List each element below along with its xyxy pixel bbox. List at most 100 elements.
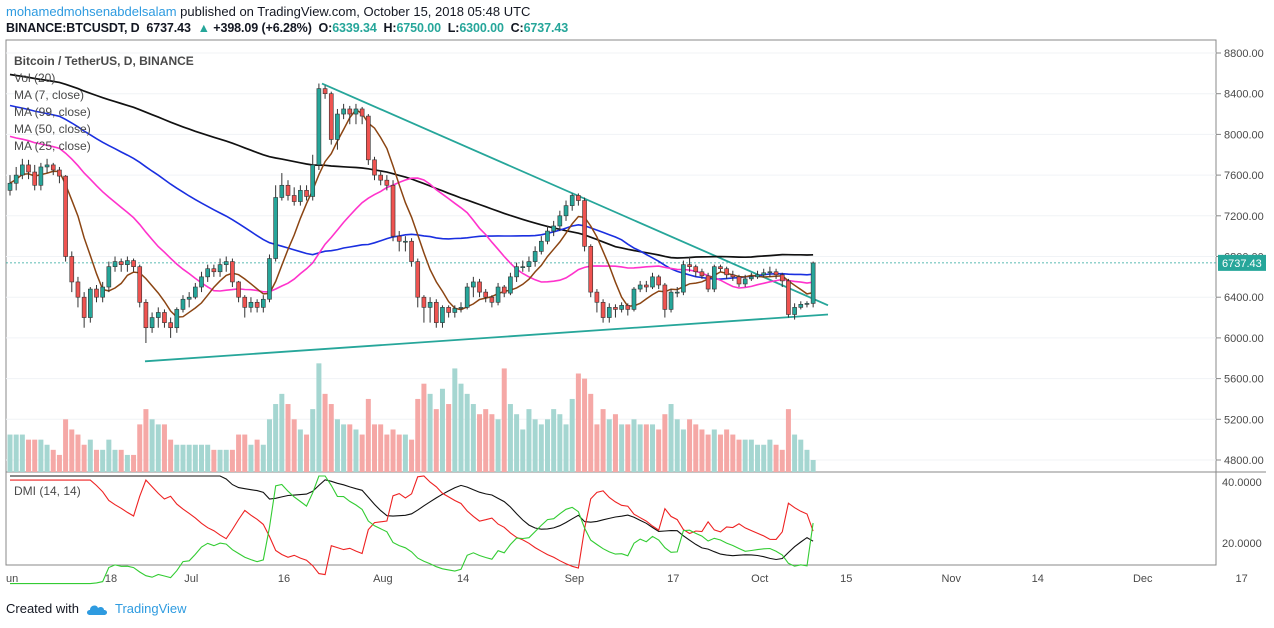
volume-bar — [643, 424, 649, 472]
volume-bar — [297, 429, 303, 472]
volume-bar — [804, 449, 810, 472]
price-tick-label: 5600.00 — [1224, 374, 1264, 386]
candle-body — [81, 296, 87, 318]
candle-body — [637, 284, 643, 290]
volume-bar — [600, 409, 606, 472]
volume-bar — [582, 378, 588, 472]
candle-body — [94, 288, 99, 298]
adx-line — [10, 475, 814, 561]
volume-bar — [19, 434, 25, 472]
candle-body — [619, 305, 624, 310]
candle-body — [75, 281, 81, 298]
close-label: C: — [510, 21, 524, 35]
candle-body — [242, 296, 248, 308]
candle-body — [613, 307, 618, 310]
volume-bar — [439, 388, 445, 472]
volume-bar — [662, 414, 668, 472]
candle-body — [353, 108, 359, 115]
price-change: +398.09 (+6.28%) — [213, 21, 312, 35]
candle-body — [378, 174, 383, 181]
candle-body — [551, 225, 556, 232]
x-tick-label: Aug — [373, 573, 393, 585]
volume-bar — [612, 414, 618, 472]
volume-bar — [711, 429, 717, 472]
volume-bar — [773, 444, 779, 472]
candle-body — [310, 164, 316, 197]
candle-body — [471, 281, 476, 288]
candle-body — [724, 268, 729, 276]
volume-bar — [334, 419, 340, 472]
volume-bar — [32, 439, 38, 472]
volume-bar — [69, 429, 75, 472]
volume-bar — [359, 434, 365, 472]
candle-body — [421, 296, 427, 308]
candle-body — [112, 261, 118, 267]
candle-body — [786, 280, 791, 315]
candle-body — [322, 88, 328, 95]
volume-bar — [13, 434, 19, 472]
candle-body — [13, 174, 19, 184]
legend-ma7: MA (7, close) — [14, 88, 84, 102]
author-link[interactable]: mohamedmohsenabdelsalam — [6, 4, 177, 19]
candle-body — [563, 205, 569, 217]
descending-trendline — [321, 82, 829, 307]
candle-body — [668, 291, 674, 310]
volume-bar — [93, 449, 99, 472]
volume-bar — [63, 419, 69, 472]
volume-bar — [168, 439, 174, 472]
candle-body — [205, 268, 210, 278]
low-value: 6300.00 — [459, 21, 504, 35]
candle-body — [588, 246, 594, 293]
dmi-label: DMI (14, 14) — [14, 484, 81, 498]
volume-bar — [38, 439, 44, 472]
volume-bar — [316, 363, 322, 472]
candle-body — [736, 276, 742, 285]
candle-body — [230, 261, 235, 283]
volume-bar — [520, 429, 526, 472]
candle-body — [63, 175, 68, 257]
volume-bar — [7, 434, 13, 472]
volume-bar — [378, 424, 384, 472]
candle-body — [347, 108, 353, 115]
volume-bar — [687, 419, 693, 472]
candle-body — [44, 164, 50, 168]
volume-bar — [211, 449, 217, 472]
last-price-badge — [1218, 254, 1266, 271]
candle-body — [193, 286, 198, 298]
volume-bar — [785, 409, 791, 472]
volume-bar — [205, 444, 211, 472]
volume-bar — [229, 449, 235, 472]
candle-body — [631, 288, 637, 310]
volume-bar — [100, 449, 106, 472]
candle-body — [366, 115, 371, 161]
volume-bar — [699, 429, 705, 472]
volume-bar — [328, 404, 334, 472]
volume-bar — [625, 424, 631, 472]
candle-body — [298, 190, 303, 202]
x-tick-label: 16 — [278, 573, 290, 585]
volume-bar — [693, 424, 699, 472]
volume-bar — [427, 393, 433, 472]
candle-body — [464, 286, 470, 308]
volume-bar — [131, 454, 137, 472]
volume-bar — [674, 419, 680, 472]
dmi-minus-line — [10, 475, 814, 576]
volume-bar — [538, 424, 544, 472]
x-tick-label: Sep — [565, 573, 585, 585]
volume-bar — [495, 419, 501, 472]
volume-bar — [124, 454, 130, 472]
tradingview-link[interactable]: TradingView — [114, 601, 187, 616]
candle-body — [674, 291, 680, 294]
candle-body — [779, 274, 785, 282]
created-with-text: Created with — [6, 601, 79, 616]
candle-body — [372, 159, 377, 176]
candle-body — [304, 190, 309, 197]
ma7-line — [9, 108, 814, 318]
volume-bar — [223, 449, 229, 472]
candle-body — [427, 301, 433, 308]
candle-body — [773, 271, 779, 276]
candle-body — [125, 260, 130, 265]
price-tick-label: 7600.00 — [1224, 170, 1264, 182]
candle-body — [273, 197, 278, 259]
